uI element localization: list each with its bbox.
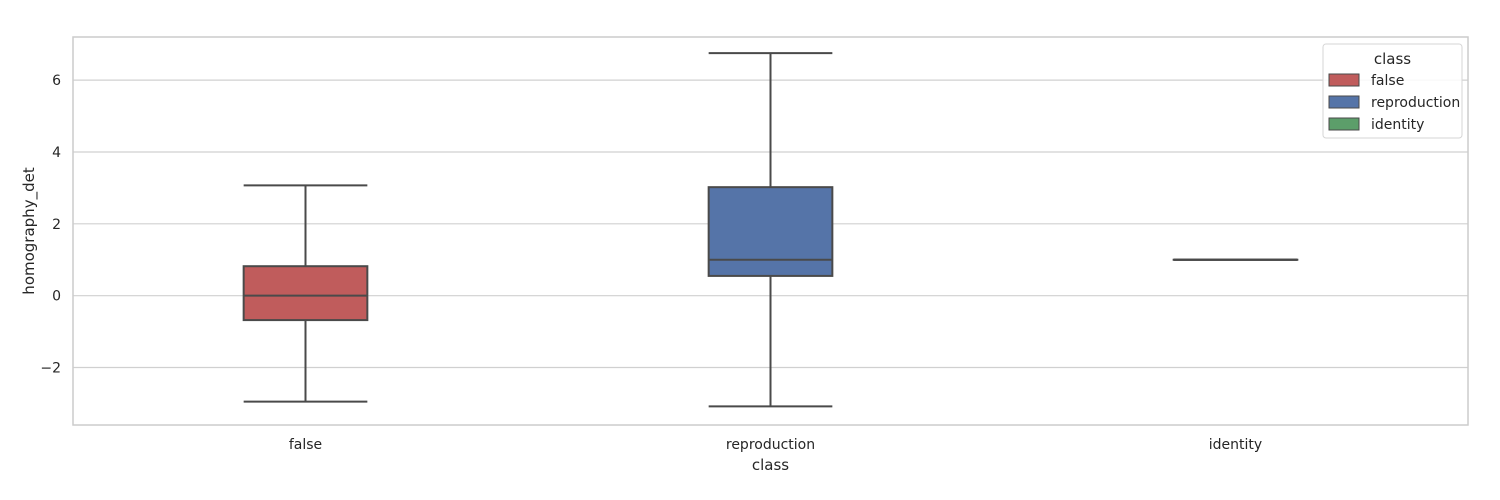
legend: class false reproduction identity bbox=[1322, 43, 1463, 139]
legend-label: false bbox=[1371, 73, 1404, 89]
plot-frame bbox=[72, 36, 1469, 426]
legend-label: reproduction bbox=[1371, 95, 1460, 111]
box-false bbox=[242, 184, 369, 403]
x-tick-label: identity bbox=[1209, 437, 1262, 453]
y-axis-label: homography_det bbox=[20, 167, 39, 295]
x-axis-label: class bbox=[752, 456, 789, 474]
y-tick-label: 6 bbox=[52, 73, 61, 89]
legend-box bbox=[1322, 43, 1463, 139]
x-tick-label: reproduction bbox=[726, 437, 815, 453]
x-axis-ticks: false reproduction identity bbox=[289, 437, 1262, 453]
iqr-box bbox=[242, 265, 369, 322]
legend-swatch bbox=[1328, 73, 1360, 87]
y-tick-label: 4 bbox=[52, 145, 61, 161]
y-tick-label: 2 bbox=[52, 217, 61, 233]
legend-swatch bbox=[1328, 95, 1360, 109]
box-reproduction bbox=[707, 52, 834, 408]
x-tick-label: false bbox=[289, 437, 322, 453]
box-plot-series bbox=[242, 52, 1299, 408]
y-tick-label: 0 bbox=[52, 289, 61, 305]
iqr-box bbox=[707, 186, 834, 277]
y-axis-ticks: −2 0 2 4 6 bbox=[40, 73, 61, 376]
y-tick-label: −2 bbox=[40, 361, 61, 377]
legend-title: class bbox=[1374, 50, 1411, 68]
legend-label: identity bbox=[1371, 117, 1424, 133]
legend-swatch bbox=[1328, 117, 1360, 131]
